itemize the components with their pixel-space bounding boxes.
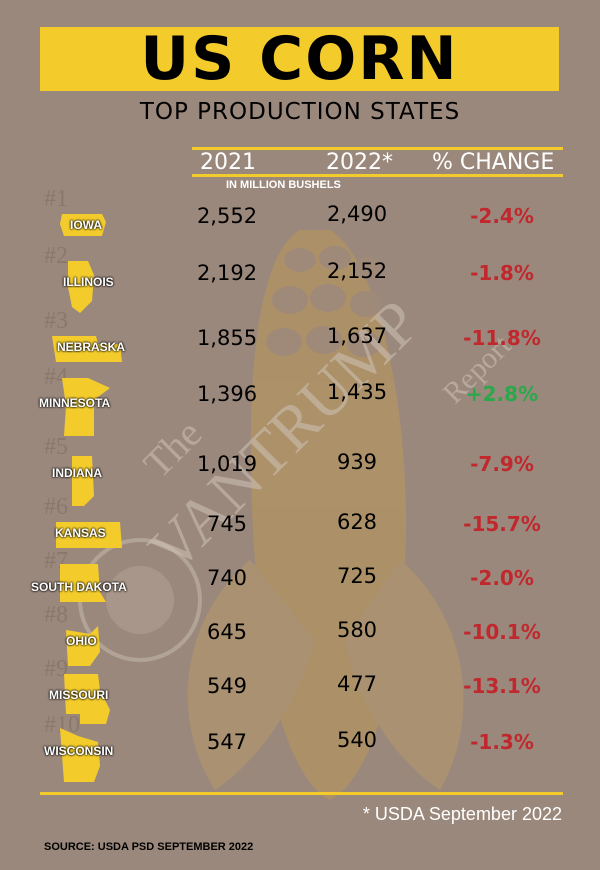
state-name: INDIANA bbox=[52, 466, 102, 480]
footnote: * USDA September 2022 bbox=[362, 804, 562, 824]
value-2022: 580 bbox=[336, 618, 378, 642]
state-map-icon bbox=[60, 564, 106, 602]
value-2022: 1,637 bbox=[326, 324, 388, 348]
table-row: #1 IOWA 2,552 2,490 -2.4% bbox=[0, 186, 600, 254]
state-name: ILLINOIS bbox=[63, 275, 114, 289]
rank-label: #5 bbox=[44, 434, 68, 460]
percent-change: -1.3% bbox=[470, 730, 534, 754]
state-name: OHIO bbox=[66, 634, 97, 648]
state-name: MISSOURI bbox=[49, 688, 109, 702]
state-map-icon bbox=[72, 456, 94, 506]
state-map-icon bbox=[56, 522, 122, 548]
rank-label: #6 bbox=[44, 494, 68, 520]
source-note: SOURCE: USDA PSD SEPTEMBER 2022 bbox=[44, 841, 254, 853]
state-map-icon bbox=[64, 674, 110, 724]
value-2021: 549 bbox=[206, 674, 248, 698]
page-subtitle: TOP PRODUCTION STATES bbox=[139, 99, 461, 125]
table-row: #5 INDIANA 1,019 939 -7.9% bbox=[0, 434, 600, 506]
state-name: MINNESOTA bbox=[39, 396, 111, 410]
rank-label: #8 bbox=[44, 602, 68, 628]
value-2021: 1,396 bbox=[196, 382, 258, 406]
percent-change: -2.4% bbox=[470, 204, 534, 228]
value-2021: 547 bbox=[206, 730, 248, 754]
percent-change: -15.7% bbox=[463, 512, 541, 536]
value-2021: 2,552 bbox=[196, 204, 258, 228]
state-name: KANSAS bbox=[55, 526, 106, 540]
state-map-icon bbox=[62, 378, 110, 436]
state-map-icon bbox=[52, 336, 122, 362]
rank-label: #3 bbox=[44, 308, 68, 334]
state-name: SOUTH DAKOTA bbox=[31, 580, 127, 594]
state-map-icon bbox=[60, 728, 100, 782]
value-2021: 745 bbox=[206, 512, 248, 536]
percent-change: -10.1% bbox=[463, 620, 541, 644]
column-header-2022: 2022* bbox=[326, 150, 393, 175]
value-2021: 645 bbox=[206, 620, 248, 644]
table-row: #8 OHIO 645 580 -10.1% bbox=[0, 602, 600, 670]
state-name: WISCONSIN bbox=[44, 744, 114, 758]
percent-change: -13.1% bbox=[463, 674, 541, 698]
table-row: #10 WISCONSIN 547 540 -1.3% bbox=[0, 712, 600, 782]
table-row: #9 MISSOURI 549 477 -13.1% bbox=[0, 656, 600, 724]
value-2022: 2,490 bbox=[326, 202, 388, 226]
percent-change: -7.9% bbox=[470, 452, 534, 476]
value-2022: 540 bbox=[336, 728, 378, 752]
column-header-2021: 2021 bbox=[200, 150, 256, 175]
rank-label: #1 bbox=[44, 186, 68, 212]
units-label: IN MILLION BUSHELS bbox=[226, 179, 341, 191]
percent-change: +2.8% bbox=[465, 382, 539, 406]
value-2022: 725 bbox=[336, 564, 378, 588]
title-banner: US CORN bbox=[40, 27, 559, 91]
state-name: IOWA bbox=[70, 218, 102, 232]
rank-label: #9 bbox=[44, 656, 68, 682]
state-map-icon bbox=[68, 261, 94, 313]
table-row: #2 ILLINOIS 2,192 2,152 -1.8% bbox=[0, 243, 600, 313]
value-2021: 1,019 bbox=[196, 452, 258, 476]
footer-rule bbox=[40, 792, 563, 795]
rank-label: #2 bbox=[44, 243, 68, 269]
page-title: US CORN bbox=[140, 24, 459, 94]
value-2022: 2,152 bbox=[326, 259, 388, 283]
value-2022: 939 bbox=[336, 450, 378, 474]
percent-change: -1.8% bbox=[470, 261, 534, 285]
state-map-icon bbox=[60, 214, 106, 236]
value-2021: 1,855 bbox=[196, 326, 258, 350]
table-row: #6 KANSAS 745 628 -15.7% bbox=[0, 494, 600, 562]
table-row: #7 SOUTH DAKOTA 740 725 -2.0% bbox=[0, 548, 600, 616]
value-2022: 477 bbox=[336, 672, 378, 696]
value-2021: 2,192 bbox=[196, 261, 258, 285]
table-row: #3 NEBRASKA 1,855 1,637 -11.8% bbox=[0, 308, 600, 376]
header-bottom-rule bbox=[192, 174, 563, 177]
state-map-icon bbox=[66, 626, 100, 666]
header-top-rule bbox=[192, 147, 563, 150]
value-2021: 740 bbox=[206, 566, 248, 590]
percent-change: -2.0% bbox=[470, 566, 534, 590]
table-row: #4 MINNESOTA 1,396 1,435 +2.8% bbox=[0, 364, 600, 436]
percent-change: -11.8% bbox=[463, 326, 541, 350]
state-name: NEBRASKA bbox=[57, 340, 126, 354]
value-2022: 1,435 bbox=[326, 380, 388, 404]
value-2022: 628 bbox=[336, 510, 378, 534]
column-header-change: % CHANGE bbox=[432, 150, 555, 175]
